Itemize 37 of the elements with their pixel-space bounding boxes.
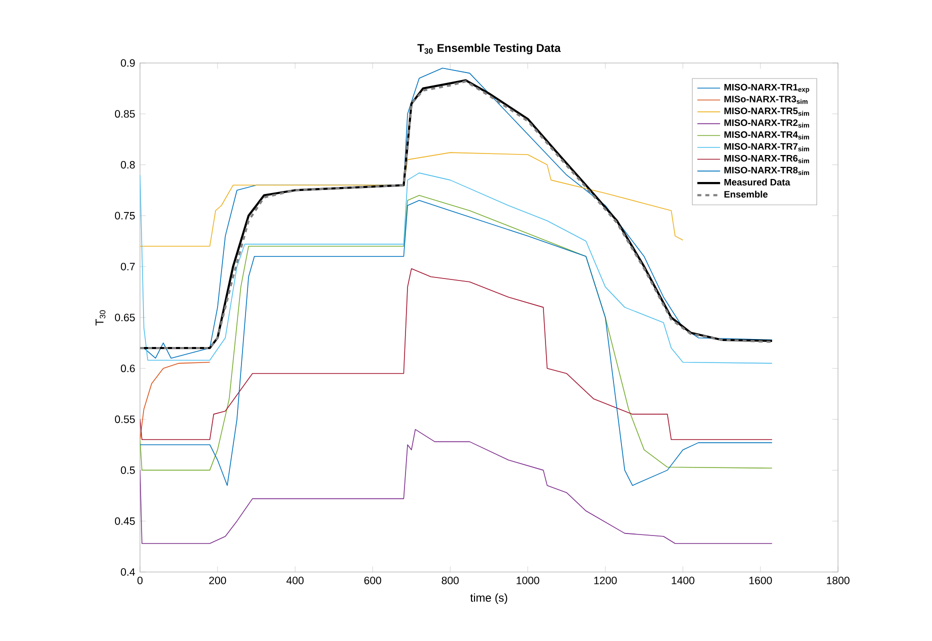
y-tick-label: 0.4 — [120, 568, 135, 576]
y-tick-label: 0.45 — [114, 517, 135, 525]
legend-label: MISO-NARX-TR5$_{sim}$ — [724, 108, 810, 116]
line-series — [140, 152, 684, 247]
legend-label: MISO-NARX-TR2$_{sim}$ — [724, 119, 810, 128]
y-tick-label: 0.75 — [114, 212, 135, 220]
y-tick-label: 0.8 — [120, 161, 135, 169]
legend-label: MISO-NARX-TR6$_{sim}$ — [724, 154, 810, 164]
x-tick-label: 1800 — [826, 576, 850, 584]
x-tick-label: 0 — [137, 576, 143, 584]
x-tick-label: 800 — [442, 576, 459, 584]
line-series — [140, 429, 772, 544]
x-tick-label: 200 — [209, 576, 226, 584]
legend-label: MISO-NARX-TR7$_{sim}$ — [724, 143, 810, 152]
y-tick-label: 0.85 — [114, 110, 135, 118]
x-tick-label: 1600 — [749, 576, 772, 584]
x-tick-label: 1000 — [516, 576, 540, 584]
y-tick-label: 0.7 — [120, 262, 135, 270]
legend-label: Measured Data — [724, 178, 790, 186]
x-axis-title: time (s) — [470, 593, 508, 604]
legend-label: MISO-NARX-TR1$_{exp}$ — [724, 84, 810, 94]
y-tick-label: 0.6 — [120, 364, 135, 372]
legend-label: Ensemble — [724, 190, 768, 198]
legend-label: MISo-NARX-TR3$_{sim}$ — [724, 96, 808, 104]
y-tick-label: 0.5 — [120, 466, 135, 474]
x-tick-label: 600 — [364, 576, 382, 584]
y-tick-label: 0.55 — [114, 416, 135, 424]
x-tick-label: 1200 — [594, 576, 617, 584]
legend-label: MISO-NARX-TR8$_{sim}$ — [724, 166, 810, 176]
chart-title: T$_{30}$ Ensemble Testing Data — [417, 44, 561, 54]
y-axis-title: T$_{30}$ — [96, 310, 106, 326]
x-tick-label: 400 — [286, 576, 304, 584]
y-tick-label: 0.9 — [120, 59, 135, 67]
x-tick-label: 1400 — [672, 576, 694, 584]
legend-label: MISO-NARX-TR4$_{sim}$ — [724, 131, 810, 140]
y-tick-label: 0.65 — [114, 314, 135, 322]
line-series — [140, 172, 772, 364]
